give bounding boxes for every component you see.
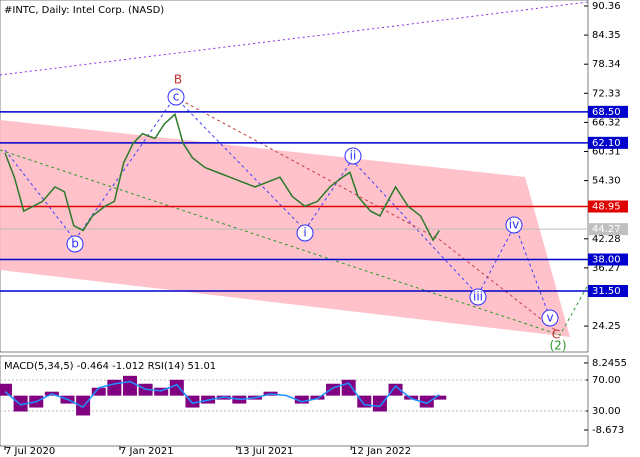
wave-label: (2): [550, 339, 567, 353]
macd-bar: [154, 387, 169, 396]
x-tick-label: 7 Jan 2021: [120, 446, 174, 457]
macd-bar: [0, 383, 12, 396]
macd-bar: [372, 395, 387, 412]
macd-bar: [432, 395, 447, 400]
y-tick-label: 70.00: [592, 375, 621, 386]
wave-circle: [66, 235, 84, 253]
level-tag: [588, 136, 628, 149]
wave-path: [174, 96, 556, 331]
level-tag: [588, 284, 628, 297]
macd-panel: [0, 355, 589, 447]
channel: [0, 120, 570, 337]
y-tick-label: 78.34: [592, 59, 621, 70]
macd-bar: [419, 395, 434, 408]
y-tick-label: 30.00: [592, 406, 621, 417]
level-tag: [588, 105, 628, 118]
y-tick-label: -8.673: [592, 425, 624, 436]
wave-path: [4, 96, 551, 319]
y-tick-label: 60.31: [592, 147, 621, 158]
level-label: 31.50: [592, 286, 621, 297]
y-tick-label: 36.27: [592, 263, 621, 274]
macd-bar: [122, 375, 137, 396]
macd-bar: [326, 383, 341, 396]
x-tick-label: 12 Jan 2022: [351, 446, 411, 457]
macd-bar: [169, 379, 184, 396]
wave-circle: [505, 216, 523, 234]
price-line: [4, 112, 440, 242]
macd-bar: [388, 383, 403, 396]
macd-bar: [357, 395, 372, 408]
macd-bar: [294, 395, 309, 404]
y-tick-label: 8.2455: [592, 358, 627, 369]
wave-label: v: [546, 311, 553, 325]
wave-label: C: [552, 328, 560, 342]
macd-bar: [185, 395, 200, 408]
level-label: 68.50: [592, 107, 621, 118]
rsi-line: [4, 380, 440, 409]
x-tick-label: 7 Jul 2020: [5, 446, 55, 457]
wave-label: ii: [350, 149, 357, 163]
wave-label: b: [71, 237, 79, 251]
macd-bar: [107, 379, 122, 396]
wave-circle: [296, 224, 314, 242]
wave-label: iii: [473, 290, 483, 304]
level-label: 48.95: [592, 202, 621, 213]
wave-label: c: [173, 90, 180, 104]
y-tick-label: 66.32: [592, 117, 621, 128]
macd-bar: [310, 395, 325, 400]
indicator-title: MACD(5,34,5) -0.464 -1.012 RSI(14) 51.01: [4, 361, 216, 372]
wave-circle: [344, 147, 362, 165]
level-tag: [588, 200, 628, 213]
macd-bar: [404, 395, 419, 400]
y-tick-label: 42.28: [592, 234, 621, 245]
macd-bar: [76, 395, 91, 416]
y-tick-label: 24.25: [592, 321, 621, 332]
level-label: 62.10: [592, 138, 621, 149]
level-tag: [588, 253, 628, 266]
level-label: 38.00: [592, 255, 621, 266]
current-tag: [588, 223, 628, 236]
macd-bar: [91, 387, 106, 396]
chart-title: #INTC, Daily: Intel Corp. (NASD): [4, 5, 164, 16]
macd-bar: [13, 395, 28, 412]
wave-circle: [541, 309, 559, 327]
wave-label: B: [174, 73, 182, 87]
current-label: 44.27: [592, 224, 621, 235]
y-tick-label: 72.33: [592, 88, 621, 99]
trend-line: [0, 1, 589, 76]
wave-circle: [167, 88, 185, 106]
y-tick-label: 90.36: [592, 1, 621, 12]
wave-path: [0, 149, 589, 336]
y-tick-label: 54.30: [592, 176, 621, 187]
y-tick-label: 84.35: [592, 30, 621, 41]
wave-label: iv: [509, 218, 519, 232]
wave-label: i: [303, 226, 306, 240]
wave-circle: [469, 288, 487, 306]
macd-bar: [341, 379, 356, 396]
x-tick-label: 13 Jul 2021: [237, 446, 294, 457]
